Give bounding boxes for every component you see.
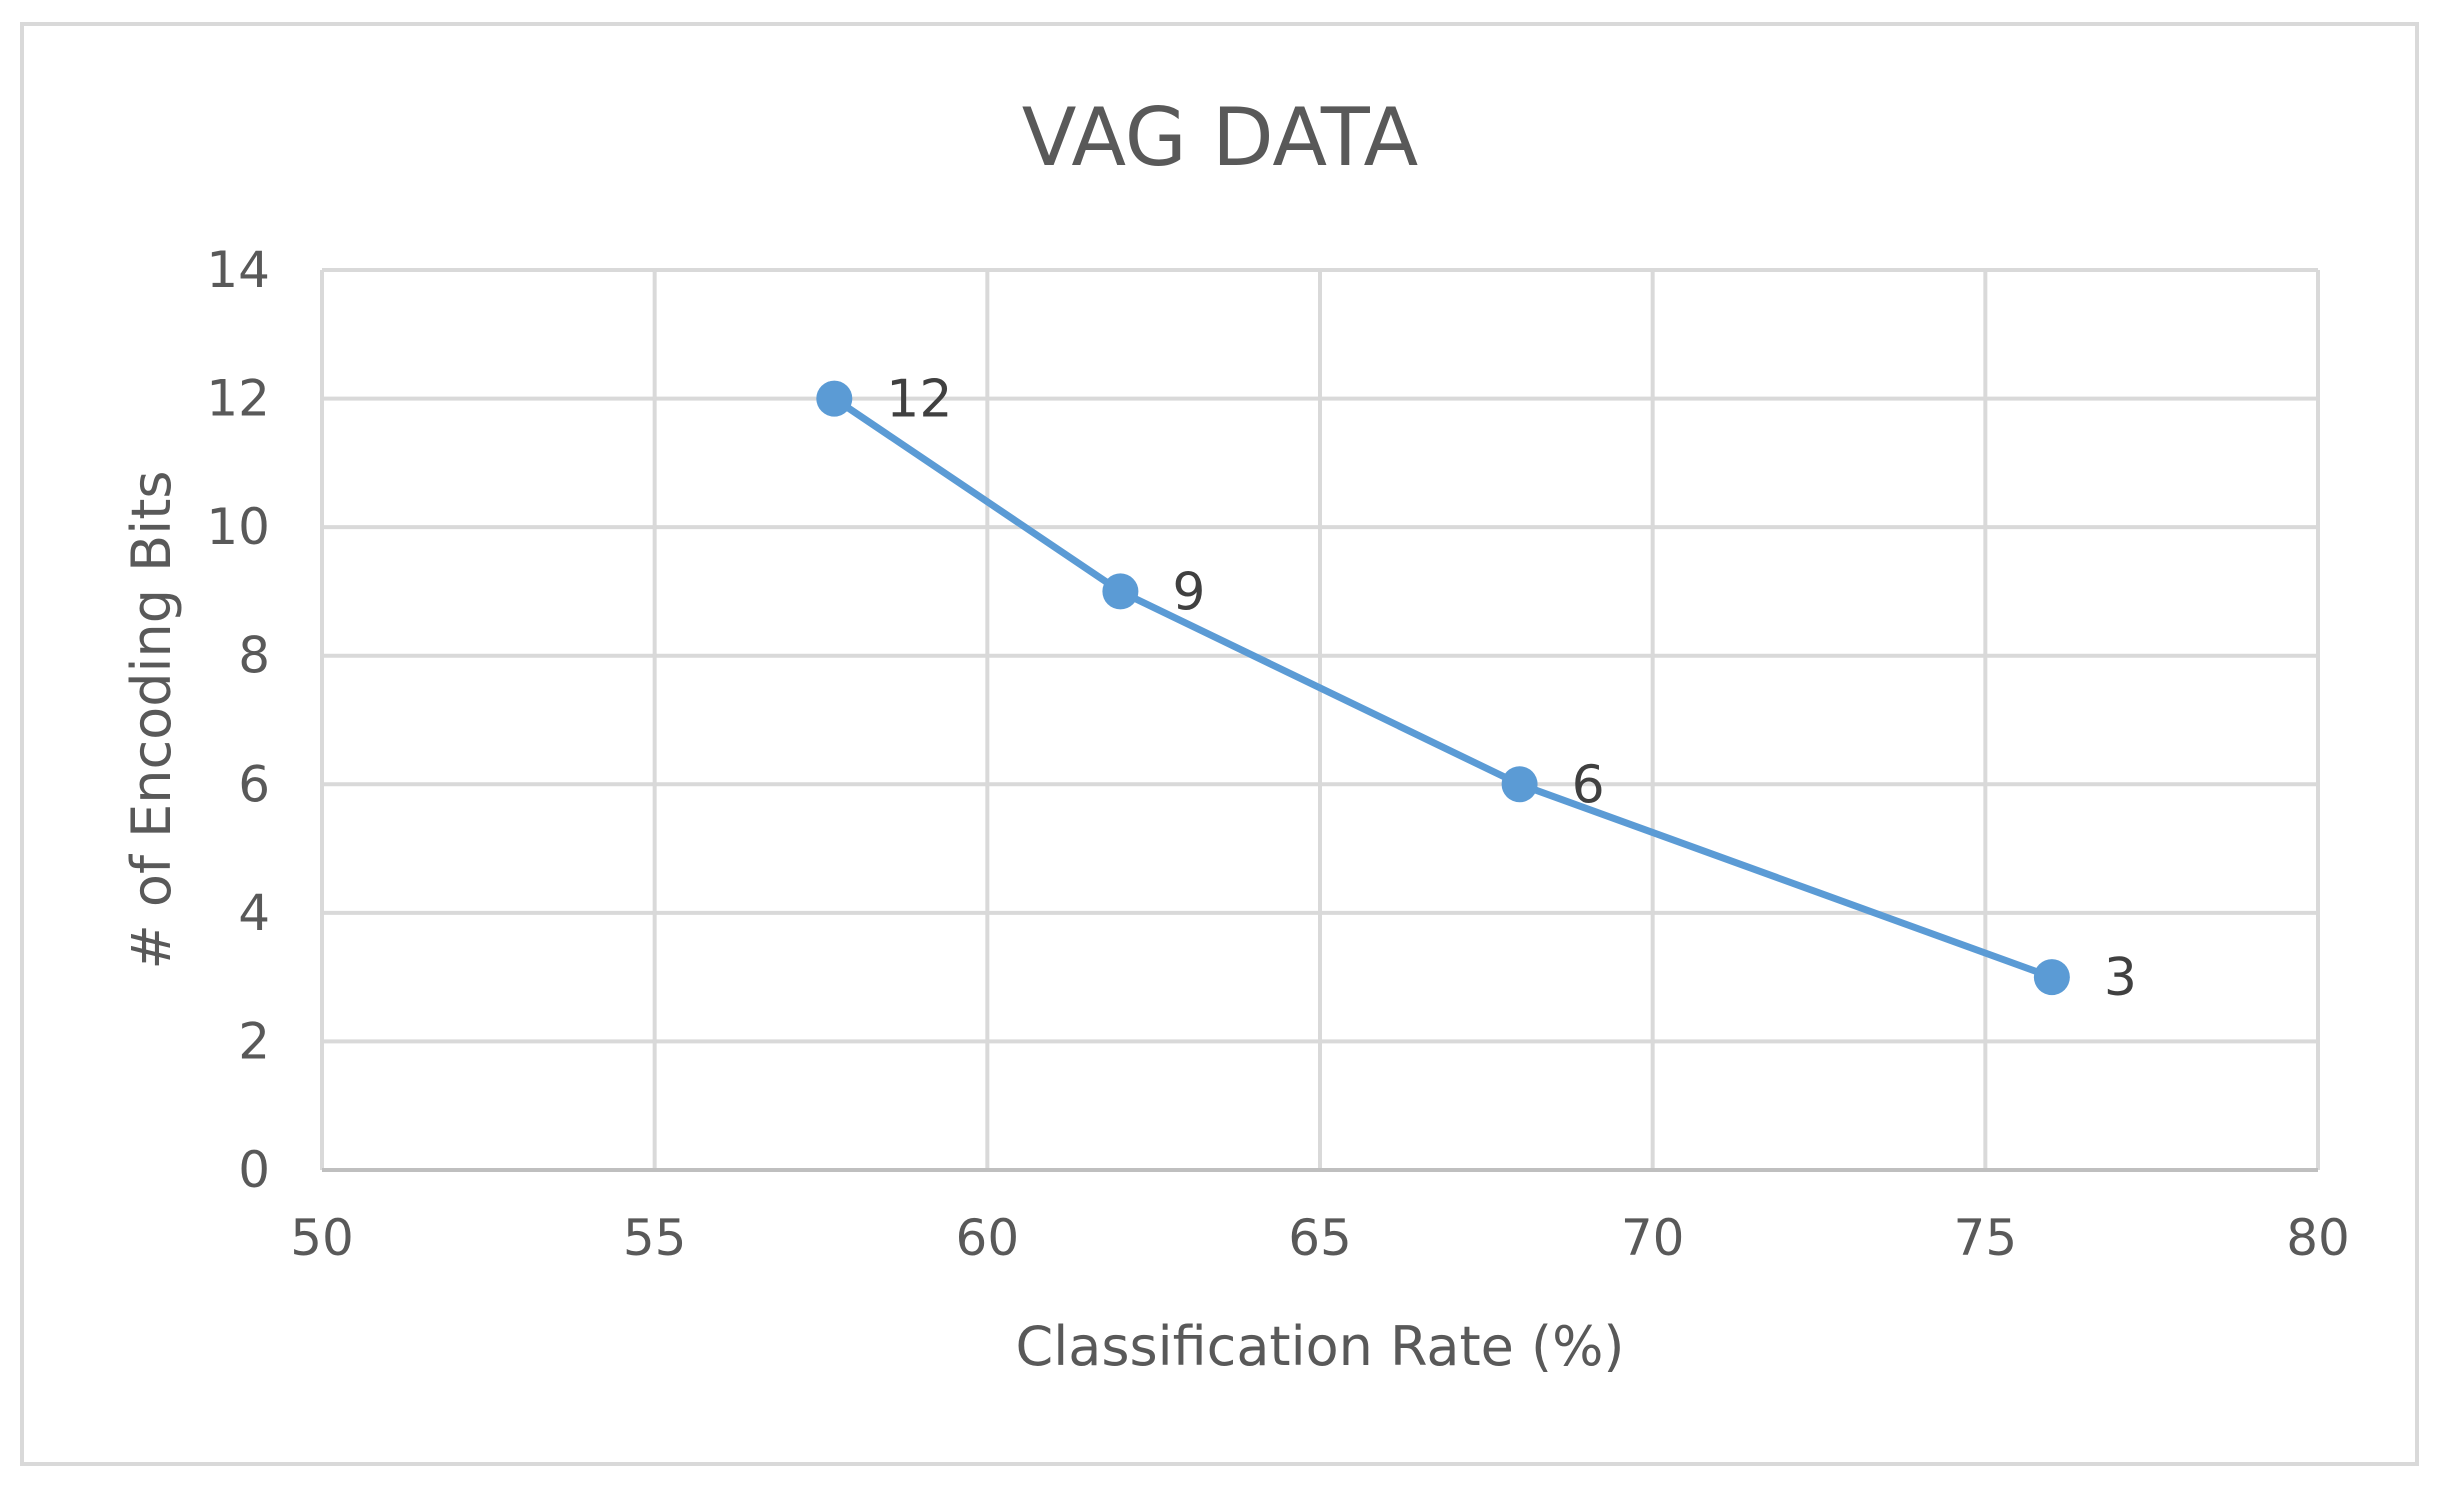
series: 12 9 6 3: [816, 370, 2137, 1008]
data-label: 6: [1572, 755, 1605, 815]
data-point: [1501, 766, 1538, 803]
x-axis-title: Classification Rate (%): [1016, 1315, 1625, 1378]
y-tick-label: 12: [206, 370, 270, 428]
y-axis-title: # of Encoding Bits: [120, 471, 183, 970]
series-line: [830, 395, 2056, 981]
x-tick-label: 75: [1954, 1209, 2018, 1267]
data-label: 9: [1172, 562, 1205, 622]
x-tick-label: 55: [623, 1209, 687, 1267]
chart-title: VAG DATA: [1022, 91, 1419, 184]
y-tick-label: 4: [238, 884, 270, 942]
x-tick-label: 80: [2286, 1209, 2350, 1267]
y-tick-label: 8: [238, 627, 270, 685]
data-label: 3: [2104, 948, 2137, 1008]
x-tick-label: 70: [1621, 1209, 1685, 1267]
y-tick-label: 0: [238, 1141, 270, 1199]
data-point: [816, 380, 853, 417]
data-label: 12: [886, 370, 952, 430]
data-point: [2033, 959, 2070, 996]
x-tick-label: 60: [956, 1209, 1020, 1267]
y-tick-label: 2: [238, 1012, 270, 1070]
y-tick-label: 14: [206, 241, 270, 299]
x-tick-label: 65: [1288, 1209, 1352, 1267]
chart-frame: [20, 22, 2419, 1466]
y-tick-label: 6: [238, 755, 270, 813]
y-tick-label: 10: [206, 498, 270, 556]
data-point: [1102, 573, 1139, 610]
tick-labels: 0 2 4 6 8 10 12 14 50 55 60 65 70 75 80: [206, 241, 2349, 1267]
grid: [320, 268, 2320, 1170]
x-tick-label: 50: [290, 1209, 354, 1267]
